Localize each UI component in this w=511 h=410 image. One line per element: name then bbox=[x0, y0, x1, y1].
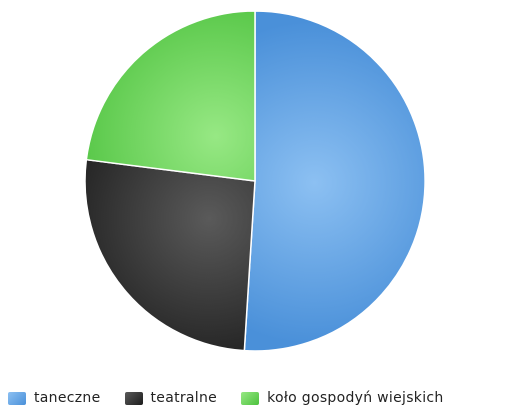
pie-chart bbox=[84, 10, 426, 352]
pie-slice-kolo-gospodyn-wiejskich[interactable] bbox=[85, 10, 256, 182]
legend-label-teatralne: teatralne bbox=[150, 390, 218, 406]
pie-slice-taneczne[interactable] bbox=[243, 10, 426, 352]
legend-item-teatralne[interactable]: teatralne bbox=[124, 390, 218, 406]
pie-slice-teatralne[interactable] bbox=[84, 158, 256, 352]
pie-slices bbox=[84, 10, 426, 352]
legend-label-taneczne: taneczne bbox=[34, 390, 101, 406]
legend-swatch-teatralne bbox=[124, 391, 143, 405]
legend-swatch-kolo-gospodyn bbox=[241, 391, 260, 405]
legend-label-kolo-gospodyn: koło gospodyń wiejskich bbox=[267, 390, 444, 406]
legend: taneczne teatralne koło gospodyń wiejski… bbox=[0, 387, 511, 409]
legend-item-taneczne[interactable]: taneczne bbox=[8, 390, 101, 406]
legend-swatch-taneczne bbox=[8, 391, 26, 405]
legend-item-kolo-gospodyn[interactable]: koło gospodyń wiejskich bbox=[241, 390, 443, 406]
